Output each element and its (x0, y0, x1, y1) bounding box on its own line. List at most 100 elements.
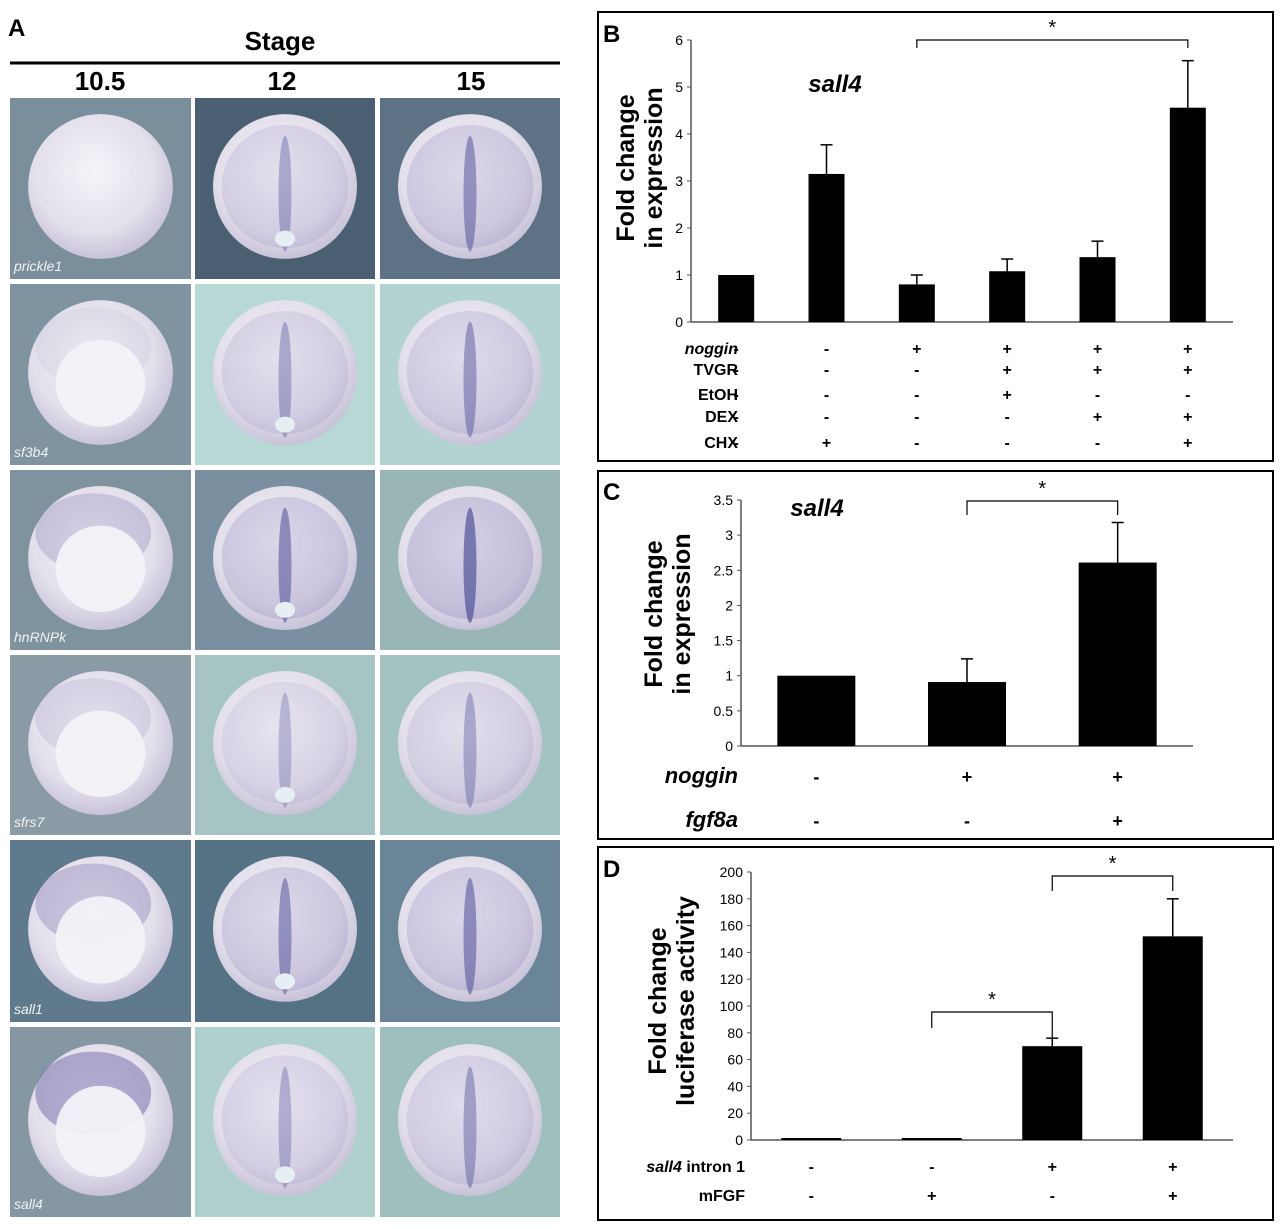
panel-c-bar-1 (777, 675, 856, 746)
panel-b-condition-sign-4-6: + (1183, 409, 1192, 426)
panel-d-ytick-label: 20 (727, 1105, 743, 1121)
panel-b-frame (597, 11, 1274, 462)
panel-c-ylabel-line1: Fold change (640, 540, 668, 687)
panel-c-ytick-label: 2.5 (714, 562, 734, 578)
embryo-cell-hnRNPk-1 (195, 470, 375, 650)
panel-c-ytick-label: 0.5 (714, 703, 734, 719)
embryo-cell-sall4-0 (10, 1027, 191, 1217)
expression-stain (406, 867, 534, 991)
panel-b-gene-title: sall4 (808, 71, 861, 98)
panel-b-bar-6 (1169, 107, 1206, 323)
panel-d-chart: D Fold change luciferase activity 0 20 40 6… (597, 846, 1274, 1221)
expression-stain (221, 1055, 349, 1185)
panel-b-condition-sign-2-2: - (824, 362, 829, 379)
embryo (398, 671, 542, 815)
panel-b-condition-sign-5-5: - (1095, 435, 1100, 452)
panel-d-condition-label-1: sall4 intron 1 (646, 1159, 745, 1176)
expression-stain (406, 124, 534, 249)
neural-plate-stain (463, 878, 477, 995)
panel-b-condition-label-5: CHX (704, 435, 738, 452)
embryo-cell-hnRNPk-2 (380, 470, 560, 650)
embryo (213, 114, 357, 259)
panel-c-bar-3 (1078, 562, 1157, 746)
embryo-cell-sf3b4-2 (380, 284, 560, 465)
panel-b-bar-4 (989, 271, 1026, 322)
embryo (398, 1044, 542, 1196)
panel-b-condition-sign-5-6: + (1183, 435, 1192, 452)
panel-d-ytick-label: 140 (720, 944, 744, 960)
panel-c-condition-sign-2-1: - (813, 811, 819, 831)
embryo-cell-hnRNPk-0 (10, 470, 191, 650)
panel-b-condition-sign-2-4: + (1002, 362, 1011, 379)
panel-c-ytick-label: 1 (725, 668, 733, 684)
panel-c-ylabel-line2: in expression (668, 533, 696, 694)
panel-b-condition-sign-1-6: + (1183, 341, 1192, 358)
embryo (213, 486, 357, 630)
panel-a-in-situ-grid: A Stage 10.5 12 15 prickle1 sf3b4 hnRNPk sf… (8, 15, 560, 1217)
gene-label-sfrs7: sfrs7 (14, 814, 46, 830)
embryo (213, 300, 357, 445)
panel-b-condition-sign-2-1: - (734, 362, 739, 379)
panel-d-bar-1 (781, 1138, 842, 1140)
panel-b-condition-sign-3-6: - (1185, 387, 1190, 404)
panel-b-ytick-label: 5 (675, 79, 683, 95)
panel-b-ylabel-line1: Fold change (612, 94, 640, 241)
panel-d-condition-sign-2-1: - (809, 1188, 814, 1205)
neural-plate-stain (278, 692, 292, 808)
panel-d-ytick-label: 120 (720, 971, 744, 987)
embryo (398, 114, 542, 259)
embryo (213, 1044, 357, 1196)
panel-c-condition-sign-1-1: - (813, 767, 819, 787)
panel-b-ytick-label: 4 (675, 126, 683, 142)
panel-b-ytick-label: 3 (675, 173, 683, 189)
panel-d-plot: 0 20 40 60 80 100 120 140 160 180 200 * * sall4 intro… (646, 853, 1233, 1205)
panel-d-frame (597, 846, 1274, 1221)
panel-c-condition-sign-2-3: + (1112, 811, 1123, 831)
gene-label-hnRNPk: hnRNPk (14, 629, 67, 645)
panel-d-condition-sign-2-2: + (927, 1188, 936, 1205)
panel-d-significance-bracket-1 (931, 1011, 1053, 1038)
blastopore (274, 601, 296, 618)
stage-label-10-5: 10.5 (75, 66, 126, 96)
neural-plate-stain (463, 1066, 477, 1189)
expression-stain (406, 1055, 534, 1185)
panel-c-chart: C sall4 Fold change in expression 0 0.5 1 1… (597, 470, 1274, 840)
blastopore (274, 416, 296, 433)
vegetal-pole (55, 896, 146, 984)
embryo (398, 856, 542, 1002)
panel-d-condition-sign-2-3: - (1050, 1188, 1055, 1205)
stage-label-15: 15 (457, 66, 486, 96)
gene-label-sall1: sall1 (14, 1001, 43, 1017)
panel-d-bar-4 (1142, 936, 1203, 1140)
panel-c-ytick-label: 3.5 (714, 492, 734, 508)
panel-b-condition-sign-4-3: - (914, 409, 919, 426)
panel-d-ytick-label: 180 (720, 891, 744, 907)
panel-d-significance-bracket-2 (1051, 875, 1174, 891)
panel-c-plot: 0 0.5 1 1.5 2 2.5 3 3.5 * noggin - + + fgf8a - - + (665, 478, 1193, 832)
panel-d-letter: D (603, 856, 620, 883)
panel-d-condition-label-2: mFGF (699, 1188, 745, 1205)
panel-c-ytick-label: 1.5 (714, 633, 734, 649)
embryo-cell-sfrs7-1 (195, 655, 375, 835)
panel-b-condition-sign-2-6: + (1183, 362, 1192, 379)
expression-stain (221, 681, 349, 805)
embryo-cell-sf3b4-1 (195, 284, 375, 465)
panel-b-condition-sign-3-5: - (1095, 387, 1100, 404)
panel-b-condition-sign-5-1: - (734, 435, 739, 452)
panel-b-condition-sign-3-1: - (734, 387, 739, 404)
panel-b-condition-sign-3-4: + (1002, 387, 1011, 404)
panel-d-ylabel-line2: luciferase activity (672, 896, 700, 1106)
embryo (213, 671, 357, 815)
panel-c-condition-sign-1-3: + (1112, 767, 1123, 787)
panel-d-bar-2 (901, 1138, 962, 1140)
panel-b-condition-label-4: DEX (705, 409, 738, 426)
panel-c-ytick-label: 0 (725, 738, 733, 754)
panel-d-condition-sign-1-1: - (809, 1159, 814, 1176)
panel-b-significance-star-1: * (1048, 17, 1056, 39)
panel-d-bar-3 (1022, 1046, 1083, 1140)
panel-b-condition-sign-1-2: - (824, 341, 829, 358)
panel-c-frame (597, 470, 1274, 840)
embryo (398, 300, 542, 445)
